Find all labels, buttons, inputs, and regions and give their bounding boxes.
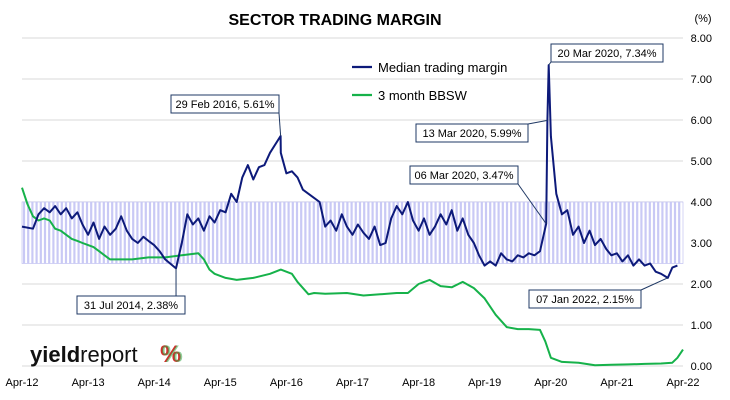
y-tick-label: 8.00	[691, 33, 712, 45]
annotation-leader	[640, 277, 669, 291]
y-tick-label: 3.00	[691, 238, 712, 250]
logo-wordmark: yieldreport	[30, 342, 138, 367]
legend: Median trading margin 3 month BBSW	[352, 60, 507, 103]
legend-label-bbsw: 3 month BBSW	[378, 88, 468, 103]
x-tick-label: Apr-12	[5, 377, 38, 389]
x-tick-label: Apr-13	[72, 377, 105, 389]
y-axis-unit: (%)	[694, 13, 711, 25]
annotation-box	[170, 94, 280, 114]
chart-title: SECTOR TRADING MARGIN	[228, 12, 441, 29]
annotation-leader	[527, 119, 548, 125]
x-tick-label: Apr-16	[270, 377, 303, 389]
series-line-median	[21, 64, 678, 279]
annotations: 29 Feb 2016, 5.61% 20 Mar 2020, 7.34% 13 M…	[76, 43, 669, 315]
logo-percent-symbol: %	[160, 341, 181, 368]
x-axis-ticks: Apr-12 Apr-13 Apr-14 Apr-15 Apr-16 Apr-17 Apr-…	[5, 377, 699, 389]
y-tick-label: 7.00	[691, 74, 712, 86]
x-tick-label: Apr-17	[336, 377, 369, 389]
x-tick-label: Apr-21	[600, 377, 633, 389]
annotation-leader	[517, 183, 547, 225]
logo-percent-shadow: %	[162, 341, 183, 368]
annotation-box	[415, 123, 529, 143]
y-tick-label: 5.00	[691, 156, 712, 168]
series-layer	[21, 64, 684, 367]
x-tick-label: Apr-15	[204, 377, 237, 389]
annotation-leader	[278, 112, 282, 137]
annotation-label: 20 Mar 2020, 7.34%	[557, 48, 656, 60]
y-tick-label: 4.00	[691, 197, 712, 209]
annotation-label: 31 Jul 2014, 2.38%	[84, 300, 178, 312]
yieldreport-logo: yieldreport % %	[30, 341, 183, 368]
x-tick-label: Apr-18	[402, 377, 435, 389]
series-line-bbsw	[21, 187, 684, 367]
annotation-label: 29 Feb 2016, 5.61%	[175, 99, 274, 111]
y-axis-ticks: 0.00 1.00 2.00 3.00 4.00 5.00 6.00 7.00 8.00	[691, 33, 712, 373]
x-tick-label: Apr-19	[468, 377, 501, 389]
y-tick-label: 1.00	[691, 320, 712, 332]
legend-label-median: Median trading margin	[378, 60, 507, 75]
annotation-box	[550, 43, 664, 63]
annotation-box	[76, 295, 186, 315]
x-tick-label: Apr-14	[138, 377, 171, 389]
annotation-box	[409, 165, 519, 185]
annotation-label: 06 Mar 2020, 3.47%	[414, 170, 513, 182]
annotation-leader	[548, 61, 552, 66]
x-tick-label: Apr-20	[534, 377, 567, 389]
annotation-label: 07 Jan 2022, 2.15%	[536, 294, 634, 306]
y-tick-label: 6.00	[691, 115, 712, 127]
annotation-label: 13 Mar 2020, 5.99%	[422, 128, 521, 140]
y-tick-label: 2.00	[691, 279, 712, 291]
x-tick-label: Apr-22	[666, 377, 699, 389]
annotation-box	[528, 289, 642, 309]
y-tick-label: 0.00	[691, 361, 712, 373]
